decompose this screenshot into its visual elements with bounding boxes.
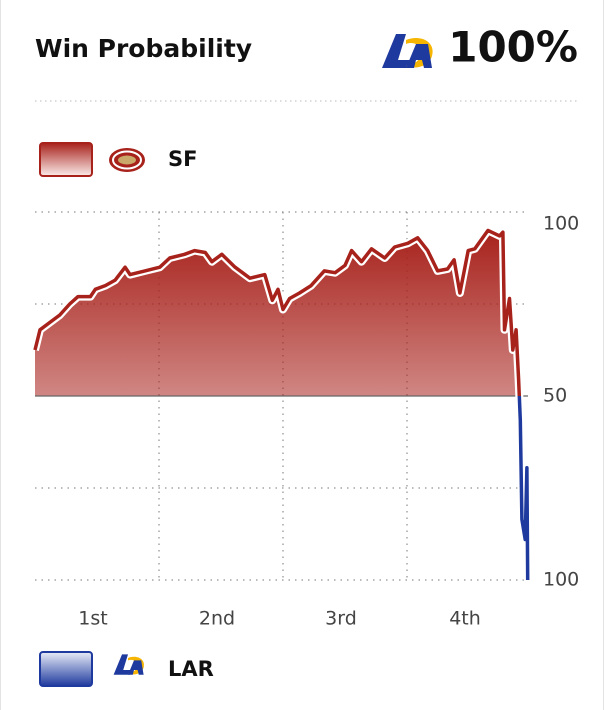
x-tick-label: 2nd <box>199 608 235 630</box>
lar-label: LAR <box>168 657 214 681</box>
y-tick-label: 100 <box>543 213 579 235</box>
sf-label: SF <box>168 147 197 171</box>
y-tick-label: 50 <box>543 385 567 407</box>
x-tick-label: 3rd <box>325 608 357 630</box>
area <box>35 230 528 396</box>
probability-value: 100% <box>448 23 578 72</box>
sf-swatch <box>39 142 93 177</box>
title: Win Probability <box>35 34 252 63</box>
sf-logo <box>109 148 145 172</box>
plot: 100 50 100 1st 2nd 3rd 4th <box>31 211 579 630</box>
y-tick-label: 100 <box>543 569 579 591</box>
rams-logo <box>382 34 433 68</box>
x-tick-label: 4th <box>449 608 481 630</box>
lar-swatch <box>39 651 93 687</box>
line-sf <box>33 228 522 396</box>
lar-logo <box>113 654 144 675</box>
x-tick-label: 1st <box>78 608 107 630</box>
